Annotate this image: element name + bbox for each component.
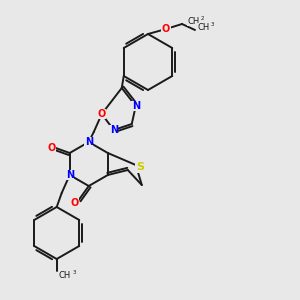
Text: N: N	[85, 137, 93, 147]
Text: O: O	[48, 143, 56, 153]
Text: CH: CH	[187, 16, 199, 26]
Text: O: O	[98, 109, 106, 119]
Text: N: N	[132, 101, 140, 111]
Text: 3: 3	[211, 22, 214, 27]
Text: S: S	[136, 162, 144, 172]
Text: O: O	[162, 24, 170, 34]
Text: 2: 2	[201, 16, 205, 21]
Text: N: N	[110, 125, 118, 135]
Text: CH: CH	[59, 271, 71, 280]
Text: CH: CH	[197, 22, 209, 32]
Text: O: O	[70, 198, 79, 208]
Text: 3: 3	[73, 270, 76, 275]
Text: N: N	[66, 170, 74, 180]
